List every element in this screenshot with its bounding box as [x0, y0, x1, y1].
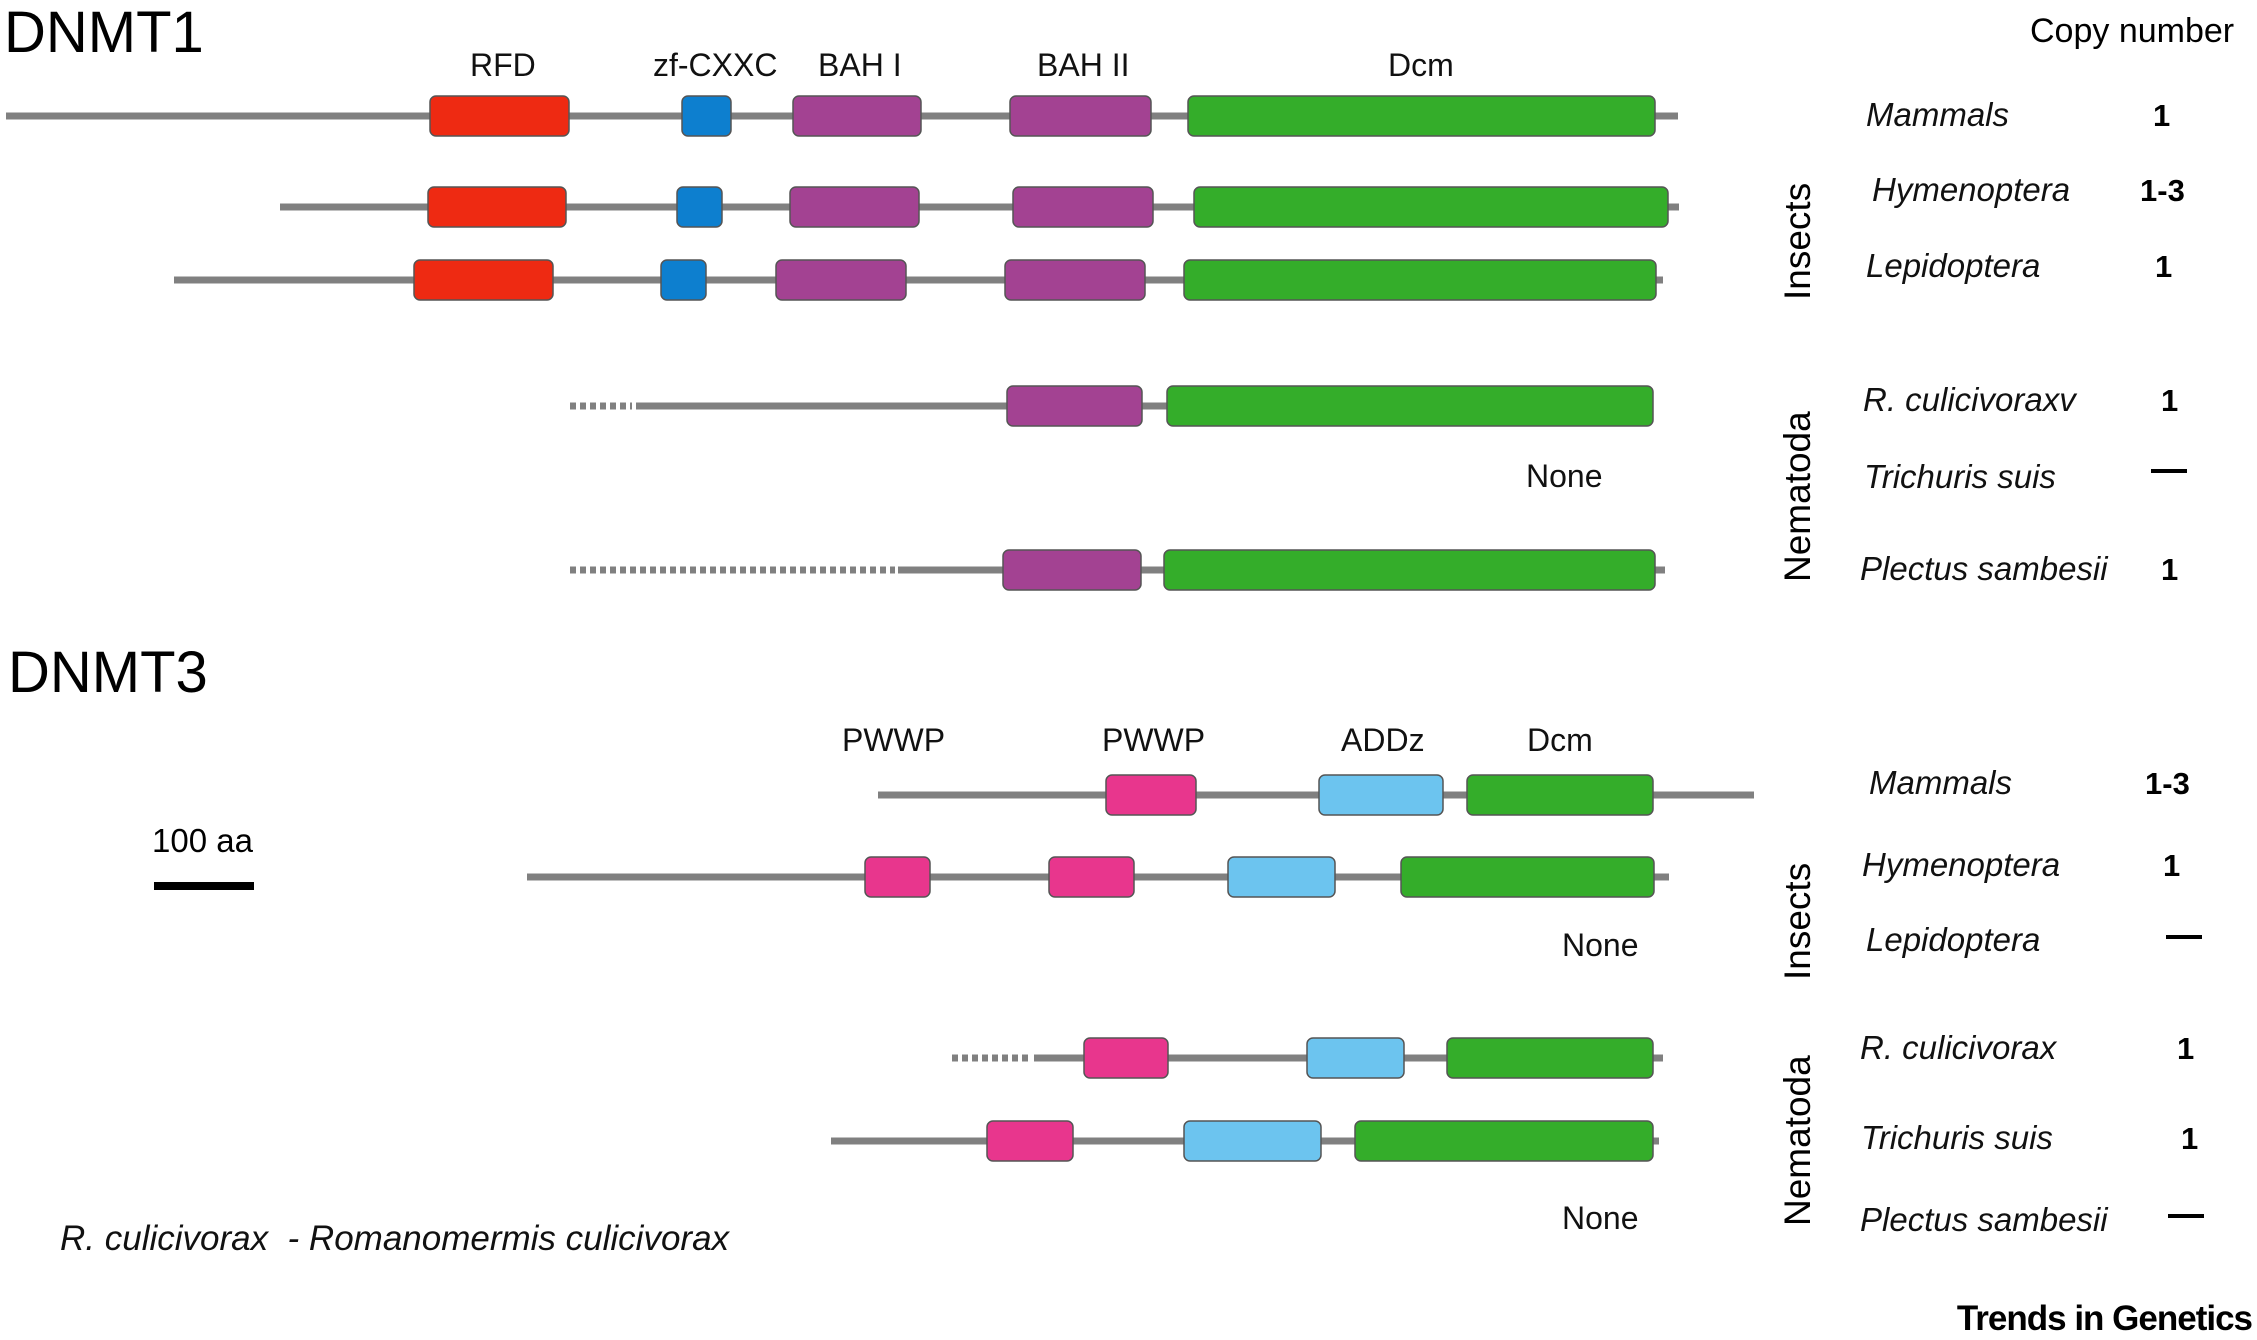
zf-cxxc-domain — [660, 259, 707, 301]
dnmt3-species-mammals: Mammals — [1869, 764, 2012, 801]
dnmt1-label-dcm: Dcm — [1388, 47, 1454, 83]
dcm-domain — [1163, 549, 1656, 591]
pwwp-domain — [1083, 1037, 1169, 1079]
dnmt1-protein-lepidoptera — [174, 259, 1663, 301]
dnmt1-copy-plectus: 1 — [2161, 552, 2178, 587]
dnmt3-label-pwwp-2: PWWP — [1102, 722, 1205, 758]
dnmt1-title: DNMT1 — [4, 0, 204, 65]
dnmt3-species-plectus: Plectus sambesii — [1860, 1201, 2109, 1238]
dnmt1-species-plectus: Plectus sambesii — [1860, 550, 2109, 587]
dcm-domain — [1446, 1037, 1654, 1079]
bah-ii-domain — [1004, 259, 1146, 301]
copy-number-header: Copy number — [2030, 12, 2234, 50]
rfd-domain — [427, 186, 567, 228]
dnmt3-copy-hymenoptera: 1 — [2163, 848, 2180, 883]
dnmt3-label-dcm: Dcm — [1527, 722, 1593, 758]
dnmt3-label-pwwp-1: PWWP — [842, 722, 945, 758]
dnmt1-species-hymenoptera: Hymenoptera — [1872, 171, 2070, 208]
dcm-domain — [1400, 856, 1655, 898]
bah-i-domain — [792, 95, 922, 137]
pwwp-domain — [1048, 856, 1135, 898]
dnmt1-species-mammals: Mammals — [1866, 96, 2009, 133]
dnmt1-protein-plectus — [570, 549, 1665, 591]
dcm-domain — [1166, 385, 1654, 427]
addz-domain — [1227, 856, 1336, 898]
bah-i-domain — [789, 186, 920, 228]
dnmt3-species-lepidoptera: Lepidoptera — [1866, 921, 2040, 958]
bah-ii-domain — [1012, 186, 1154, 228]
dnmt3-protein-r-culicivorax — [952, 1037, 1663, 1079]
dnmt1-species-trichuris: Trichuris suis — [1864, 458, 2056, 495]
addz-domain — [1183, 1120, 1322, 1162]
dnmt1-protein-mammals — [6, 95, 1678, 137]
dnmt1-species-lepidoptera: Lepidoptera — [1866, 247, 2040, 284]
dnmt3-protein-trichuris — [831, 1120, 1659, 1162]
addz-domain — [1306, 1037, 1405, 1079]
dnmt3-none-lepidoptera: None — [1562, 927, 1639, 963]
dcm-domain — [1193, 186, 1669, 228]
pwwp-domain — [1105, 774, 1197, 816]
bah-ii-domain — [1002, 549, 1142, 591]
dnmt3-species-hymenoptera: Hymenoptera — [1862, 846, 2060, 883]
dnmt3-title: DNMT3 — [8, 640, 208, 705]
dcm-domain — [1466, 774, 1654, 816]
bah-i-domain — [775, 259, 907, 301]
dcm-domain — [1183, 259, 1657, 301]
dcm-domain — [1187, 95, 1656, 137]
dnmt1-copy-lepidoptera: 1 — [2155, 249, 2172, 284]
scale-bar-label: 100 aa — [152, 822, 254, 859]
dnmt3-copy-r-culicivorax: 1 — [2177, 1031, 2194, 1066]
dnmt3-none-plectus: None — [1562, 1200, 1639, 1236]
pwwp-domain — [864, 856, 931, 898]
zf-cxxc-domain — [676, 186, 723, 228]
dnmt3-protein-hymenoptera — [527, 856, 1669, 898]
bah-ii-domain — [1006, 385, 1143, 427]
dnmt1-protein-r-culicivorax — [570, 385, 1654, 427]
dnmt1-label-rfd: RFD — [470, 47, 536, 83]
dnmt3-copy-mammals: 1-3 — [2145, 766, 2190, 801]
dnmt3-copy-trichuris: 1 — [2181, 1121, 2198, 1156]
dnmt3-label-addz: ADDz — [1341, 722, 1425, 758]
zf-cxxc-domain — [681, 95, 732, 137]
rfd-domain — [413, 259, 554, 301]
dnmt1-label-bah-i: BAH I — [818, 47, 902, 83]
dcm-domain — [1354, 1120, 1654, 1162]
rfd-domain — [429, 95, 570, 137]
journal-brand: Trends in Genetics — [1957, 1299, 2253, 1338]
dnmt3-species-trichuris: Trichuris suis — [1861, 1119, 2053, 1156]
dnmt3-group-nematoda: Nematoda — [1777, 1055, 1818, 1226]
dnmt1-copy-r-culicivorax: 1 — [2161, 383, 2178, 418]
footnote: R. culicivorax - Romanomermis culicivora… — [60, 1219, 731, 1258]
addz-domain — [1318, 774, 1444, 816]
dnmt1-species-r-culicivorax: R. culicivoraxv — [1863, 381, 2078, 418]
dnmt1-group-nematoda: Nematoda — [1777, 411, 1818, 582]
dnmt3-group-insects: Insects — [1777, 863, 1818, 980]
dnmt1-label-bah-ii: BAH II — [1037, 47, 1129, 83]
dnmt1-copy-mammals: 1 — [2153, 98, 2170, 133]
dnmt3-protein-mammals — [878, 774, 1754, 816]
dnmt1-label-zf-cxxc: zf-CXXC — [653, 47, 777, 83]
pwwp-domain — [986, 1120, 1074, 1162]
bah-ii-domain — [1009, 95, 1152, 137]
dnmt1-group-insects: Insects — [1777, 183, 1818, 300]
dnmt3-species-r-culicivorax: R. culicivorax — [1860, 1029, 2058, 1066]
dnmt1-none-trichuris: None — [1526, 458, 1603, 494]
dnmt1-protein-hymenoptera — [280, 186, 1679, 228]
dnmt1-copy-hymenoptera: 1-3 — [2140, 173, 2185, 208]
